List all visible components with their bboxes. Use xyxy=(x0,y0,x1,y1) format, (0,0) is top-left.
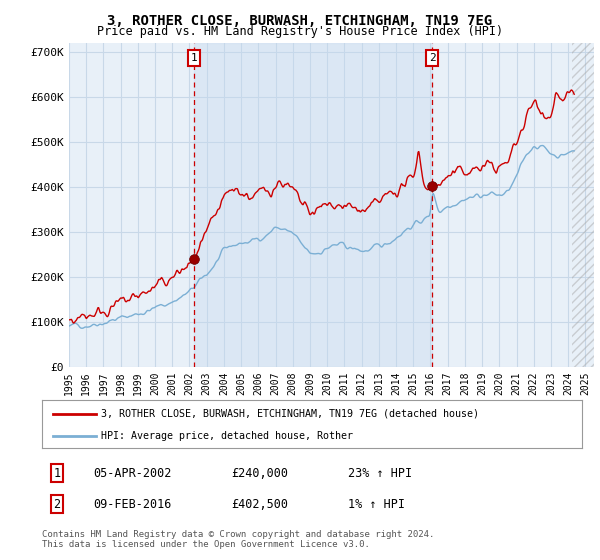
Text: 23% ↑ HPI: 23% ↑ HPI xyxy=(348,466,412,480)
Text: Contains HM Land Registry data © Crown copyright and database right 2024.: Contains HM Land Registry data © Crown c… xyxy=(42,530,434,539)
Text: This data is licensed under the Open Government Licence v3.0.: This data is licensed under the Open Gov… xyxy=(42,540,370,549)
Text: 3, ROTHER CLOSE, BURWASH, ETCHINGHAM, TN19 7EG: 3, ROTHER CLOSE, BURWASH, ETCHINGHAM, TN… xyxy=(107,14,493,28)
Text: 2: 2 xyxy=(53,497,61,511)
Text: 1: 1 xyxy=(191,53,197,63)
Text: 05-APR-2002: 05-APR-2002 xyxy=(93,466,172,480)
Text: £402,500: £402,500 xyxy=(231,497,288,511)
Text: 1% ↑ HPI: 1% ↑ HPI xyxy=(348,497,405,511)
Text: £240,000: £240,000 xyxy=(231,466,288,480)
Text: 2: 2 xyxy=(429,53,436,63)
Bar xyxy=(572,43,594,367)
Text: 3, ROTHER CLOSE, BURWASH, ETCHINGHAM, TN19 7EG (detached house): 3, ROTHER CLOSE, BURWASH, ETCHINGHAM, TN… xyxy=(101,409,479,419)
Text: HPI: Average price, detached house, Rother: HPI: Average price, detached house, Roth… xyxy=(101,431,353,441)
Text: 1: 1 xyxy=(53,466,61,480)
Text: Price paid vs. HM Land Registry's House Price Index (HPI): Price paid vs. HM Land Registry's House … xyxy=(97,25,503,38)
Bar xyxy=(194,43,432,367)
Text: 09-FEB-2016: 09-FEB-2016 xyxy=(93,497,172,511)
Bar xyxy=(572,43,594,367)
